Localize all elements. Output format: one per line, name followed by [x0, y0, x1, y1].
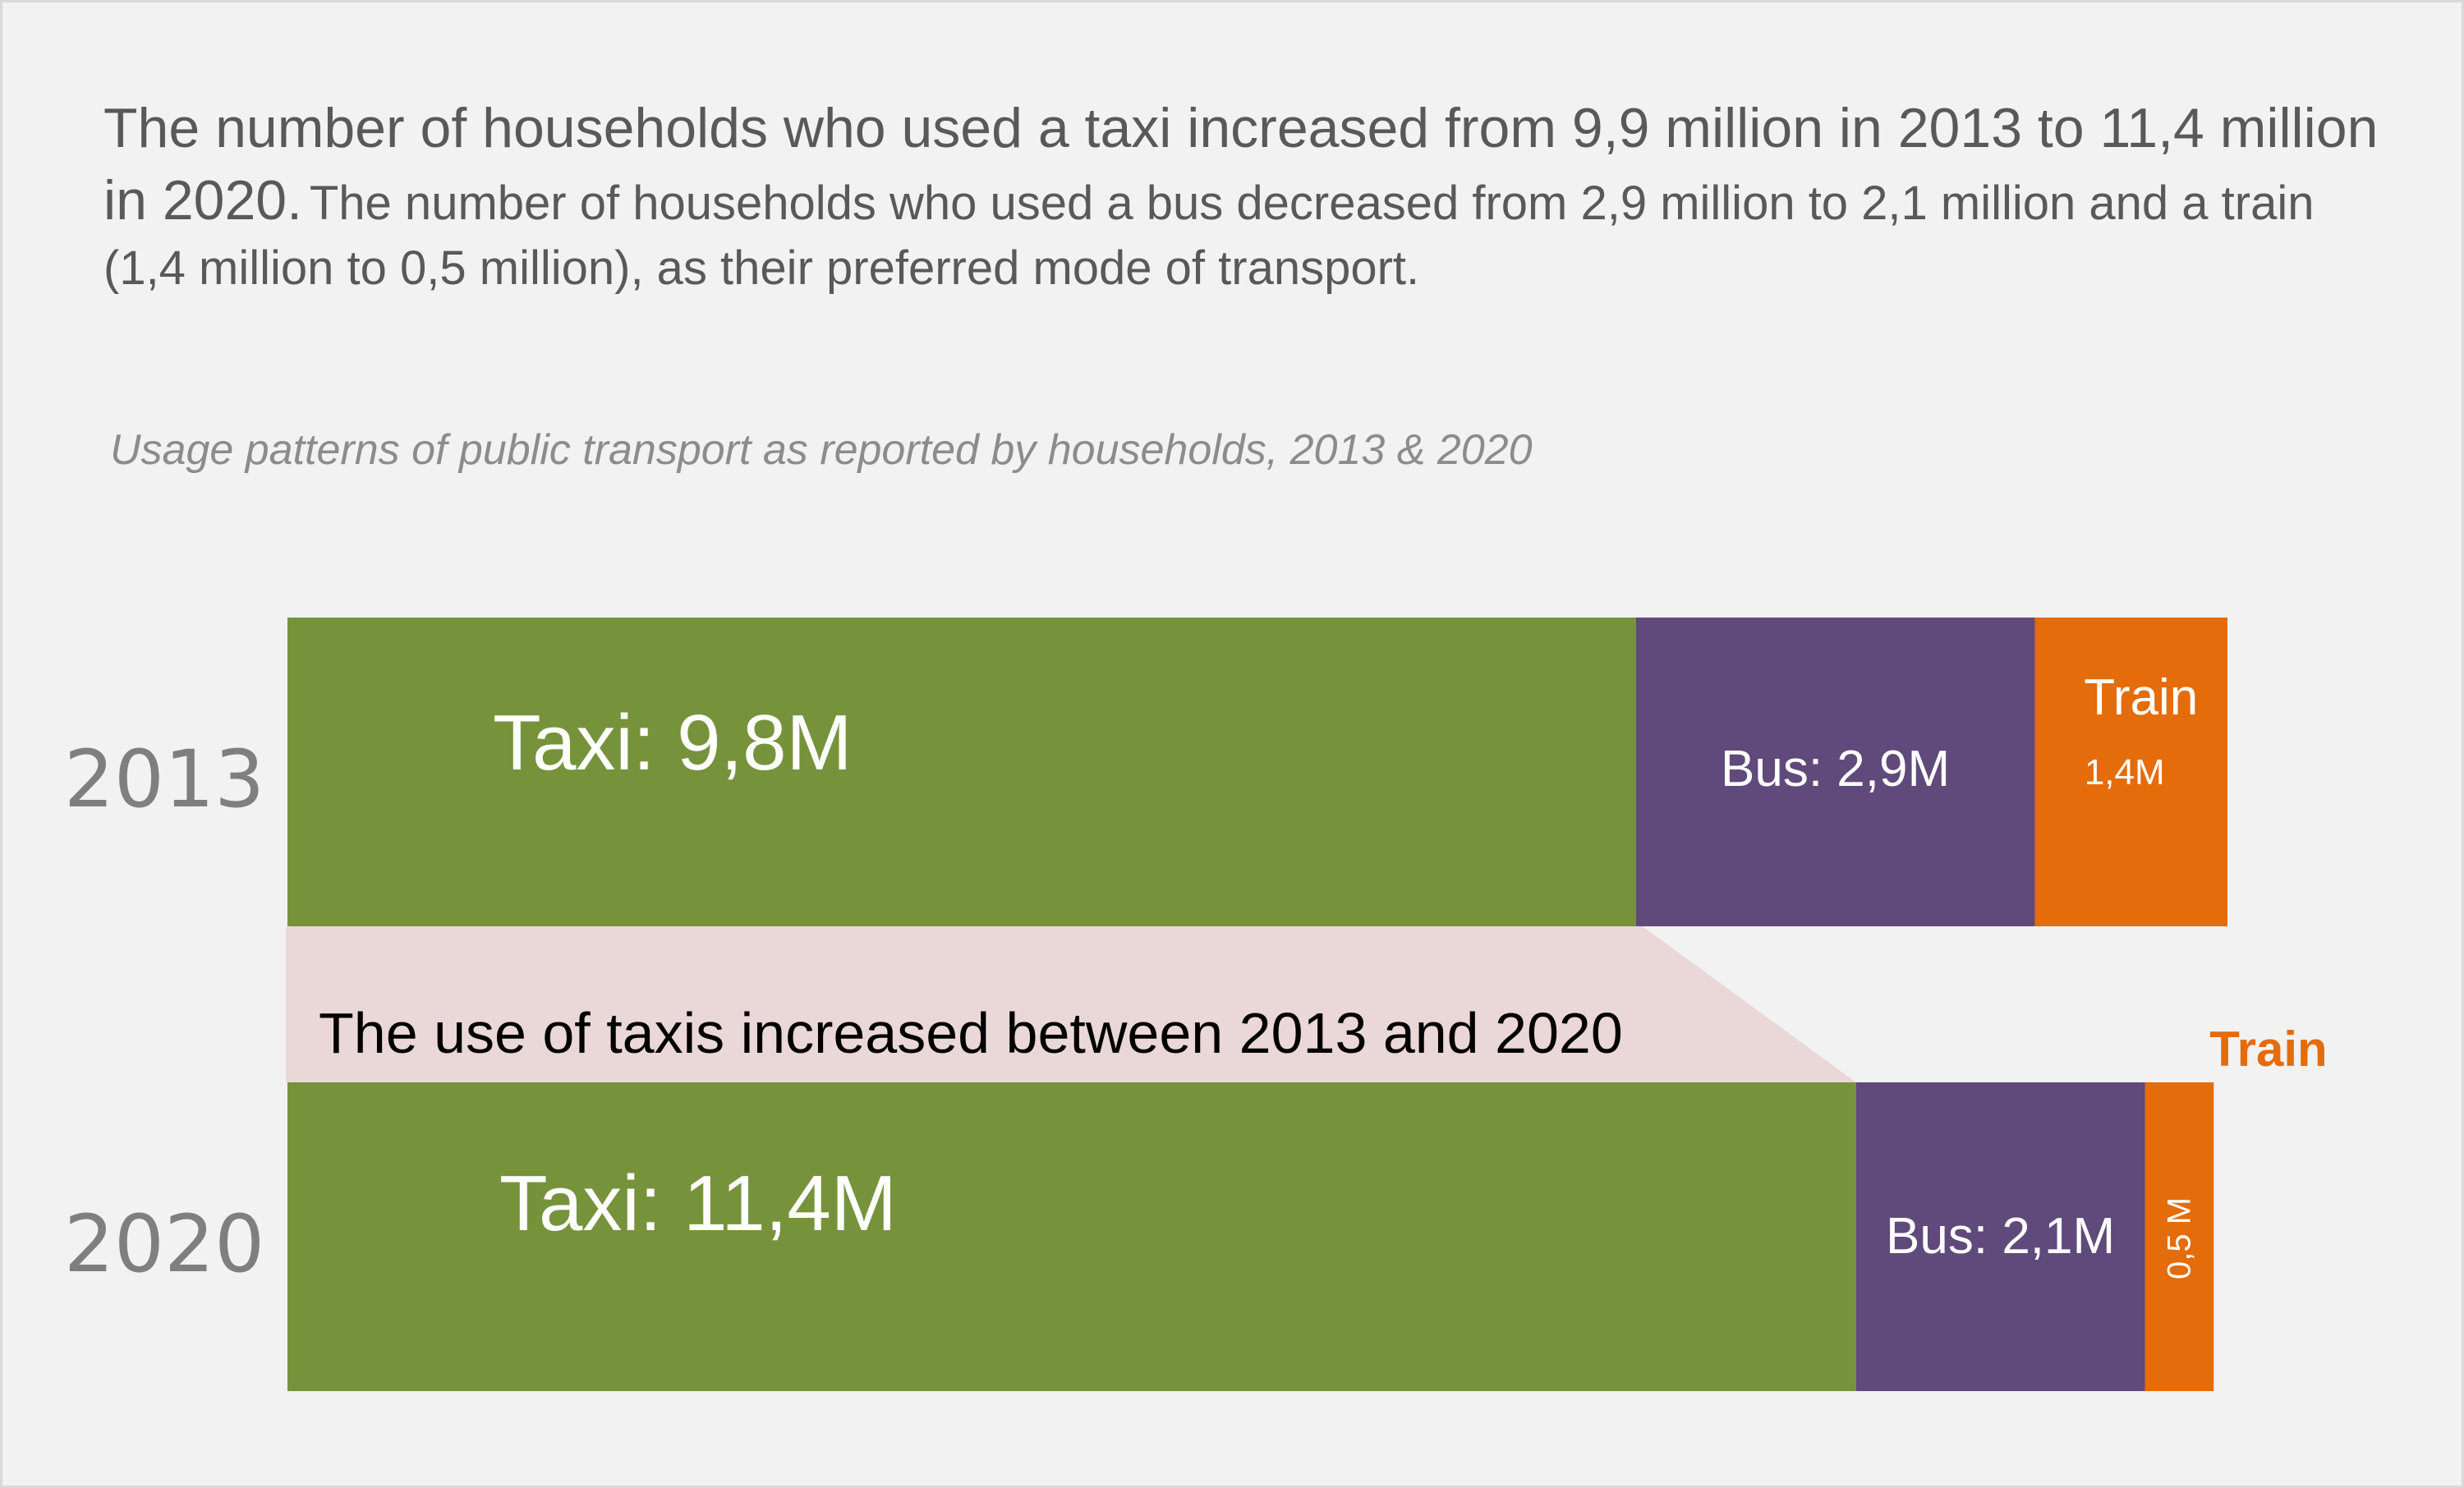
annotation-text: The use of taxis increased between 2013 …: [319, 1001, 1623, 1065]
label-train-name-2013: Train: [2084, 669, 2198, 726]
year-label-2013: 2013: [64, 733, 264, 825]
label-train-2013: 1,4M: [2085, 752, 2165, 792]
label-taxi-2020: Taxi: 11,4M: [499, 1160, 897, 1247]
label-taxi-2013: Taxi: 9,8M: [493, 699, 852, 787]
label-bus-2013: Bus: 2,9M: [1721, 741, 1950, 797]
year-label-2020: 2020: [64, 1198, 264, 1290]
label-bus-2020: Bus: 2,1M: [1886, 1208, 2115, 1265]
label-train-name-2020: Train: [2209, 1022, 2327, 1077]
label-train-2020: 0,5 M: [2161, 1197, 2197, 1279]
bar-taxi-2013: [287, 618, 1636, 926]
